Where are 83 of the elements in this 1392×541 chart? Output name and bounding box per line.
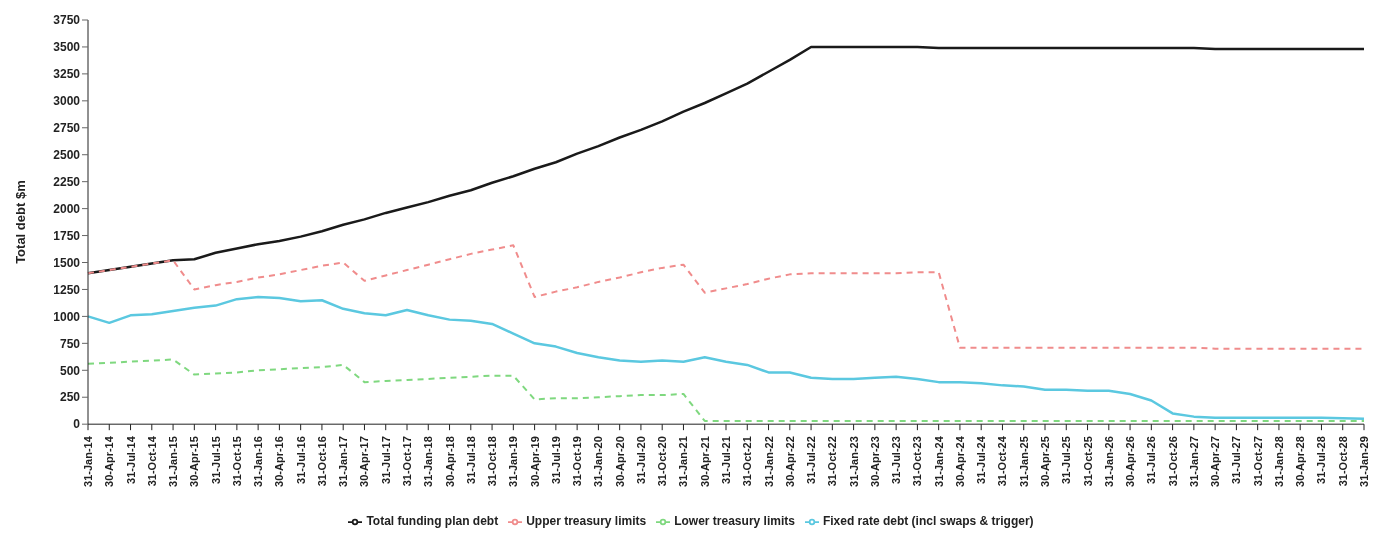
x-tick-label: 31-Jul-15 bbox=[209, 436, 222, 484]
y-tick-label: 0 bbox=[73, 417, 81, 432]
y-tick-label: 2500 bbox=[53, 147, 81, 162]
x-tick-label: 31-Jul-22 bbox=[805, 436, 818, 484]
y-tick-label: 2750 bbox=[53, 121, 81, 136]
x-tick-label: 30-Apr-15 bbox=[188, 436, 201, 487]
x-tick-label: 31-Jan-16 bbox=[252, 436, 265, 487]
x-tick-label: 31-Jan-22 bbox=[762, 436, 775, 487]
line-series bbox=[86, 295, 1366, 421]
x-tick-label: 31-Oct-20 bbox=[656, 436, 669, 487]
x-tick-label: 31-Oct-17 bbox=[401, 436, 413, 487]
x-tick-label: 31-Oct-26 bbox=[1166, 436, 1179, 487]
y-tick-label: 750 bbox=[59, 336, 81, 351]
x-tick-label: 31-Jan-17 bbox=[337, 436, 350, 487]
x-tick-label: 31-Oct-18 bbox=[486, 436, 499, 487]
x-tick-label: 31-Jul-23 bbox=[890, 436, 903, 484]
x-tick-label: 31-Jul-14 bbox=[124, 435, 137, 484]
x-tick-label: 30-Apr-14 bbox=[103, 435, 116, 487]
legend-label: Fixed rate debt (incl swaps & trigger) bbox=[822, 514, 1034, 529]
y-tick-label: 2250 bbox=[53, 174, 81, 189]
x-tick-label: 31-Oct-15 bbox=[230, 436, 243, 487]
x-tick-label: 30-Apr-16 bbox=[273, 436, 286, 487]
x-tick-label: 31-Jan-21 bbox=[677, 436, 690, 487]
x-tick-label: 30-Apr-26 bbox=[1124, 436, 1137, 487]
x-tick-label: 31-Jan-27 bbox=[1187, 436, 1200, 487]
x-tick-label: 31-Jan-28 bbox=[1272, 436, 1285, 487]
x-tick-label: 30-Apr-20 bbox=[613, 436, 626, 487]
x-tick-label: 31-Jan-18 bbox=[422, 436, 435, 487]
x-tick-label: 31-Oct-19 bbox=[571, 436, 584, 487]
x-tick-label: 30-Apr-25 bbox=[1039, 436, 1051, 487]
x-tick-label: 31-Oct-23 bbox=[911, 436, 924, 487]
y-tick-label: 1250 bbox=[53, 282, 81, 297]
x-tick-label: 31-Jul-24 bbox=[975, 435, 988, 484]
x-tick-label: 30-Apr-22 bbox=[783, 436, 796, 487]
y-tick-label: 500 bbox=[59, 363, 81, 378]
x-tick-label: 31-Jul-28 bbox=[1315, 436, 1328, 484]
x-tick-label: 31-Oct-22 bbox=[826, 436, 839, 487]
x-tick-label: 31-Jan-24 bbox=[932, 435, 945, 487]
y-tick-label: 3500 bbox=[53, 40, 81, 55]
x-tick-label: 30-Apr-27 bbox=[1209, 436, 1222, 487]
legend-label: Upper treasury limits bbox=[526, 514, 647, 529]
x-tick-label: 31-Oct-25 bbox=[1081, 436, 1094, 487]
x-tick-label: 31-Jul-17 bbox=[379, 436, 392, 484]
y-axis-title: Total debt $m bbox=[12, 180, 28, 264]
x-tick-label: 31-Jul-21 bbox=[720, 436, 732, 484]
x-tick-label: 31-Oct-21 bbox=[741, 436, 754, 487]
x-tick-label: 31-Jan-19 bbox=[507, 436, 520, 487]
x-tick-label: 30-Apr-17 bbox=[358, 436, 371, 487]
x-tick-label: 31-Jul-27 bbox=[1230, 436, 1243, 484]
y-tick-label: 250 bbox=[59, 390, 81, 405]
y-tick-label: 3000 bbox=[53, 94, 81, 109]
x-tick-label: 30-Apr-19 bbox=[528, 436, 541, 487]
x-tick-label: 31-Jul-20 bbox=[634, 436, 647, 484]
x-tick-label: 30-Apr-24 bbox=[953, 435, 966, 487]
y-tick-label: 2000 bbox=[53, 201, 81, 216]
x-tick-label: 31-Jan-29 bbox=[1358, 436, 1370, 487]
x-tick-label: 31-Jan-26 bbox=[1102, 436, 1115, 487]
x-tick-label: 31-Oct-27 bbox=[1251, 436, 1264, 487]
x-tick-label: 31-Oct-14 bbox=[145, 435, 158, 487]
y-tick-label: 1000 bbox=[53, 309, 81, 324]
x-tick-label: 31-Jan-23 bbox=[847, 436, 860, 487]
x-tick-label: 30-Apr-23 bbox=[868, 436, 881, 487]
x-tick-label: 31-Jul-18 bbox=[464, 436, 477, 484]
x-tick-label: 31-Oct-28 bbox=[1336, 436, 1349, 487]
x-tick-label: 31-Jul-19 bbox=[549, 436, 562, 484]
x-tick-label: 31-Oct-24 bbox=[996, 435, 1009, 487]
y-tick-label: 1500 bbox=[53, 255, 81, 270]
x-tick-label: 30-Apr-28 bbox=[1294, 436, 1307, 487]
x-tick-label: 31-Jul-26 bbox=[1145, 436, 1158, 484]
x-tick-label: 31-Jul-25 bbox=[1060, 436, 1073, 484]
y-tick-label: 3250 bbox=[53, 67, 81, 82]
x-tick-label: 31-Jan-20 bbox=[592, 436, 605, 487]
x-tick-label: 31-Jan-15 bbox=[167, 436, 180, 487]
legend-label: Lower treasury limits bbox=[674, 514, 795, 529]
y-tick-label: 1750 bbox=[53, 228, 81, 243]
x-tick-label: 31-Jan-25 bbox=[1017, 436, 1030, 487]
x-tick-label: 30-Apr-18 bbox=[443, 436, 456, 487]
x-tick-label: 30-Apr-21 bbox=[698, 436, 711, 487]
x-tick-label: 31-Jul-16 bbox=[294, 436, 307, 484]
x-tick-label: 31-Oct-16 bbox=[315, 436, 328, 487]
y-tick-label: 3750 bbox=[53, 13, 81, 28]
legend-label: Total funding plan debt bbox=[366, 514, 499, 529]
x-tick-label: 31-Jan-14 bbox=[82, 435, 94, 487]
